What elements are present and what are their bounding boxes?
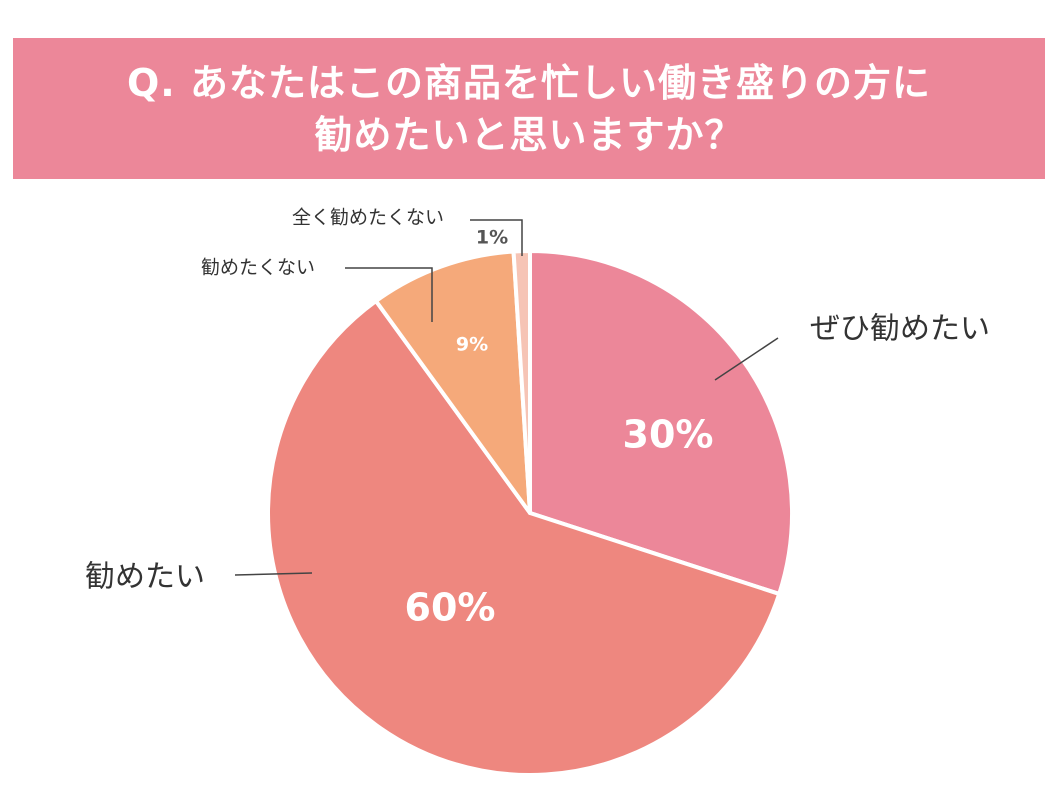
leader-line <box>345 267 433 322</box>
pie-slice <box>374 249 532 515</box>
pie-slice <box>528 249 794 596</box>
chart-title: Q. あなたはこの商品を忙しい働き盛りの方に 勧めたいと思いますか？ <box>13 38 1045 179</box>
value-label: 9% <box>456 334 488 356</box>
leader-line <box>234 572 313 576</box>
value-label: 60% <box>405 586 496 630</box>
category-label: 全く勧めたくない <box>292 207 444 229</box>
pie-slice <box>266 299 782 777</box>
category-label: 勧めたい <box>85 560 205 595</box>
value-label: 1% <box>476 227 508 249</box>
leader-line <box>714 337 779 381</box>
leader-line <box>470 219 523 256</box>
category-label: ぜひ勧めたい <box>810 312 990 347</box>
category-label: 勧めたくない <box>201 257 315 279</box>
value-label: 30% <box>623 413 714 457</box>
